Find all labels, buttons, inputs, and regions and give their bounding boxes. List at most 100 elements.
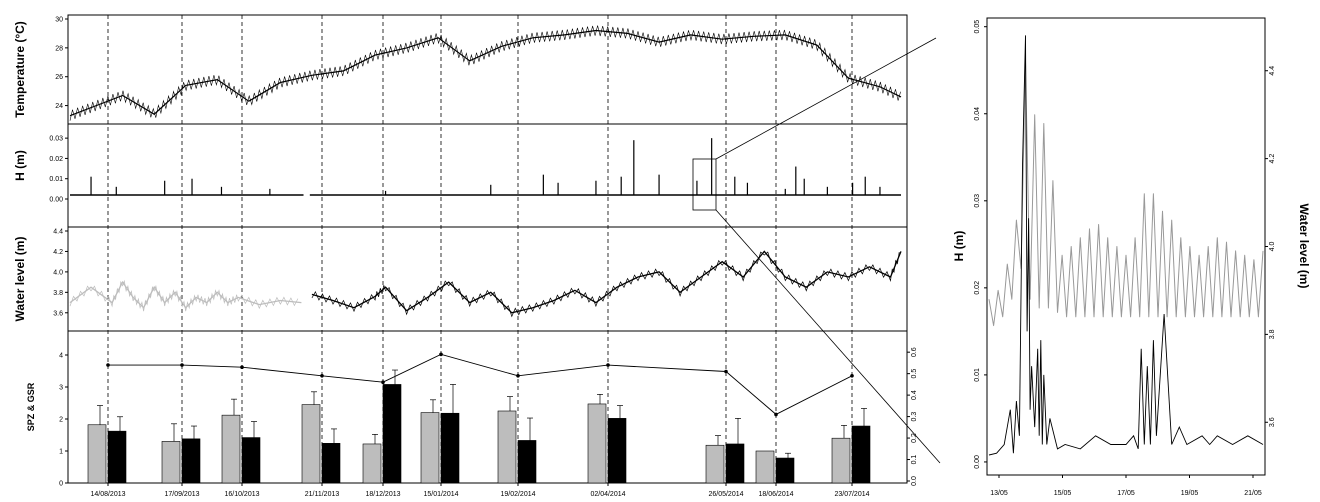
water-ytick-label: 4.2 xyxy=(53,249,63,256)
temperature-ytick-label: 28 xyxy=(55,45,63,52)
date-label: 14/08/2013 xyxy=(90,491,125,498)
zoom-xtick-label: 13/05 xyxy=(990,490,1008,497)
ratio-point xyxy=(850,373,854,378)
spz-bar xyxy=(221,414,241,484)
bar-ylabel: SPZ & GSR xyxy=(26,382,36,431)
water-series-noise-1 xyxy=(311,251,900,318)
ratio-line xyxy=(108,353,853,415)
spz-bar xyxy=(161,441,181,484)
spz-bar xyxy=(497,410,517,484)
water-ytick-label: 4.4 xyxy=(53,229,63,236)
temperature-ytick-label: 26 xyxy=(55,74,63,81)
gsr-bar xyxy=(382,384,402,484)
bar-y2tick-label: 0.5 xyxy=(911,369,918,379)
bar-ytick-label: 1 xyxy=(59,449,63,456)
zoom-xtick-label: 19/05 xyxy=(1181,490,1199,497)
spz-bar xyxy=(420,412,440,484)
gsr-bar xyxy=(107,430,127,484)
zoom-y2tick-label: 3.6 xyxy=(1269,417,1276,427)
zoom-h-series xyxy=(988,35,1264,456)
ratio-point xyxy=(106,363,110,367)
zoom-y2tick-label: 4.4 xyxy=(1269,66,1276,76)
zoom-ytick-label: 0.03 xyxy=(974,194,981,208)
bar-y2tick-label: 0.3 xyxy=(911,412,918,422)
gsr-bar xyxy=(181,438,201,484)
zoom-xtick-label: 17/05 xyxy=(1117,490,1135,497)
gsr-bar xyxy=(607,418,627,484)
ratio-point xyxy=(516,373,520,378)
ratio-point xyxy=(606,363,610,367)
bar-ytick-label: 0 xyxy=(59,481,63,488)
date-label: 17/09/2013 xyxy=(164,491,199,498)
gsr-bar xyxy=(517,440,537,484)
h-ytick-label: 0.02 xyxy=(49,156,63,163)
gsr-bar xyxy=(725,443,745,484)
ratio-point xyxy=(180,363,184,367)
gsr-bar xyxy=(851,425,871,484)
bar-y2tick-label: 0.6 xyxy=(911,347,918,357)
zoom-ytick-label: 0.02 xyxy=(974,281,981,295)
gsr-bar xyxy=(241,437,261,484)
temperature-series-oscillation xyxy=(69,25,901,121)
main-frame xyxy=(67,14,908,484)
spz-bar xyxy=(831,437,851,484)
bar-ytick-label: 4 xyxy=(59,353,63,360)
gsr-bar xyxy=(321,443,341,484)
spz-bar xyxy=(755,450,775,484)
temperature-ylabel: Temperature (°C) xyxy=(13,21,27,118)
zoom-ytick-label: 0.04 xyxy=(974,107,981,121)
bar-y2tick-label: 0.4 xyxy=(911,390,918,400)
zoom-ylabel: H (m) xyxy=(952,231,966,262)
date-label: 19/02/2014 xyxy=(500,491,535,498)
zoom-window-rect xyxy=(692,158,717,211)
date-label: 21/11/2013 xyxy=(305,491,340,498)
zoom-ytick-label: 0.05 xyxy=(974,20,981,34)
water-ytick-label: 4.0 xyxy=(53,269,63,276)
bar-ytick-label: 3 xyxy=(59,385,63,392)
ratio-point xyxy=(439,352,443,357)
zoom-y2tick-label: 3.8 xyxy=(1269,329,1276,339)
bar-ytick-label: 2 xyxy=(59,417,63,424)
water-series-noise-0 xyxy=(69,279,299,312)
gsr-bar xyxy=(440,412,460,484)
ratio-point xyxy=(774,412,778,417)
date-label: 15/01/2014 xyxy=(423,491,458,498)
zoom-ytick-label: 0.00 xyxy=(974,455,981,469)
zoom-water-series xyxy=(988,61,1264,327)
zoom-xtick-label: 15/05 xyxy=(1054,490,1072,497)
h-ylabel: H (m) xyxy=(13,150,27,181)
bar-y2tick-label: 0.2 xyxy=(911,433,918,443)
zoom-y2label: Water level (m) xyxy=(1297,204,1311,289)
date-label: 18/12/2013 xyxy=(365,491,400,498)
water-ytick-label: 3.6 xyxy=(53,310,63,317)
date-label: 02/04/2014 xyxy=(590,491,625,498)
water-series-1 xyxy=(311,250,902,314)
temperature-ytick-label: 30 xyxy=(55,17,63,24)
spz-bar xyxy=(87,424,107,484)
h-ytick-label: 0.01 xyxy=(49,176,63,183)
zoom-connector-lines xyxy=(715,37,941,464)
zoom-y2tick-label: 4.2 xyxy=(1269,154,1276,164)
connector-top xyxy=(715,37,937,160)
date-label: 23/07/2014 xyxy=(834,491,869,498)
zoom-ytick-label: 0.01 xyxy=(974,368,981,382)
h-ytick-label: 0.03 xyxy=(49,136,63,143)
date-label: 26/05/2014 xyxy=(708,491,743,498)
gsr-bar xyxy=(775,457,795,484)
ratio-point xyxy=(240,365,244,370)
zoom-y2tick-label: 4.0 xyxy=(1269,242,1276,252)
spz-bar xyxy=(705,444,725,484)
spz-bar xyxy=(587,403,607,484)
water-series-0 xyxy=(69,280,302,309)
date-label: 18/06/2014 xyxy=(758,491,793,498)
bar-y2tick-label: 0.0 xyxy=(911,476,918,486)
h-ytick-label: 0.00 xyxy=(49,197,63,204)
zoom-panel: 0.00 0.01 0.02 0.03 0.04 0.05 3.6 3.8 4.0 4.2 4.4 H… xyxy=(952,17,1311,497)
ratio-point xyxy=(320,373,324,378)
ratio-point xyxy=(724,369,728,374)
zoom-xtick-label: 21/05 xyxy=(1244,490,1262,497)
water-ylabel: Water level (m) xyxy=(13,237,27,322)
temperature-ytick-label: 24 xyxy=(55,103,63,110)
